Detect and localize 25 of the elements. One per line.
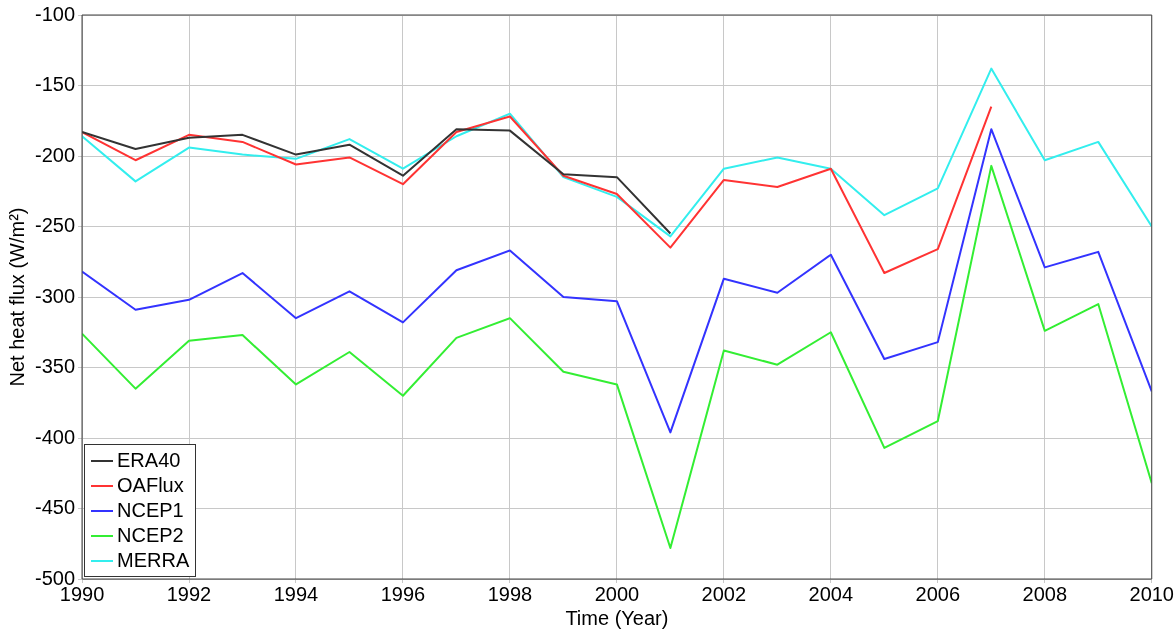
- legend-label: MERRA: [117, 548, 190, 573]
- y-tick-label: -400: [35, 425, 76, 448]
- x-tick-label: 2010: [1129, 582, 1174, 605]
- x-tick-label: 2006: [915, 582, 961, 605]
- y-tick-label: -350: [35, 355, 76, 378]
- y-tick-label: -250: [35, 214, 76, 237]
- y-tick-label: -450: [35, 496, 76, 519]
- x-tick-label: 2004: [808, 582, 854, 605]
- x-axis-title: Time (Year): [565, 606, 669, 629]
- x-tick-label: 2008: [1022, 582, 1068, 605]
- y-tick-label: -300: [35, 284, 76, 307]
- legend-label: NCEP2: [117, 523, 184, 548]
- y-tick-label: -150: [35, 73, 76, 96]
- y-axis-title: Net heat flux (W/m²): [5, 207, 28, 387]
- x-tick-label: 1996: [380, 582, 426, 605]
- x-tick-label: 1992: [166, 582, 212, 605]
- legend-label: OAFlux: [117, 473, 184, 498]
- x-tick-label: 2002: [701, 582, 747, 605]
- y-tick-label: -200: [35, 143, 76, 166]
- x-tick-label: 1998: [487, 582, 533, 605]
- x-tick-label: 2000: [594, 582, 640, 605]
- legend-label: ERA40: [117, 448, 181, 473]
- x-tick-label: 1994: [273, 582, 319, 605]
- legend-label: NCEP1: [117, 498, 184, 523]
- y-tick-label: -100: [35, 2, 76, 25]
